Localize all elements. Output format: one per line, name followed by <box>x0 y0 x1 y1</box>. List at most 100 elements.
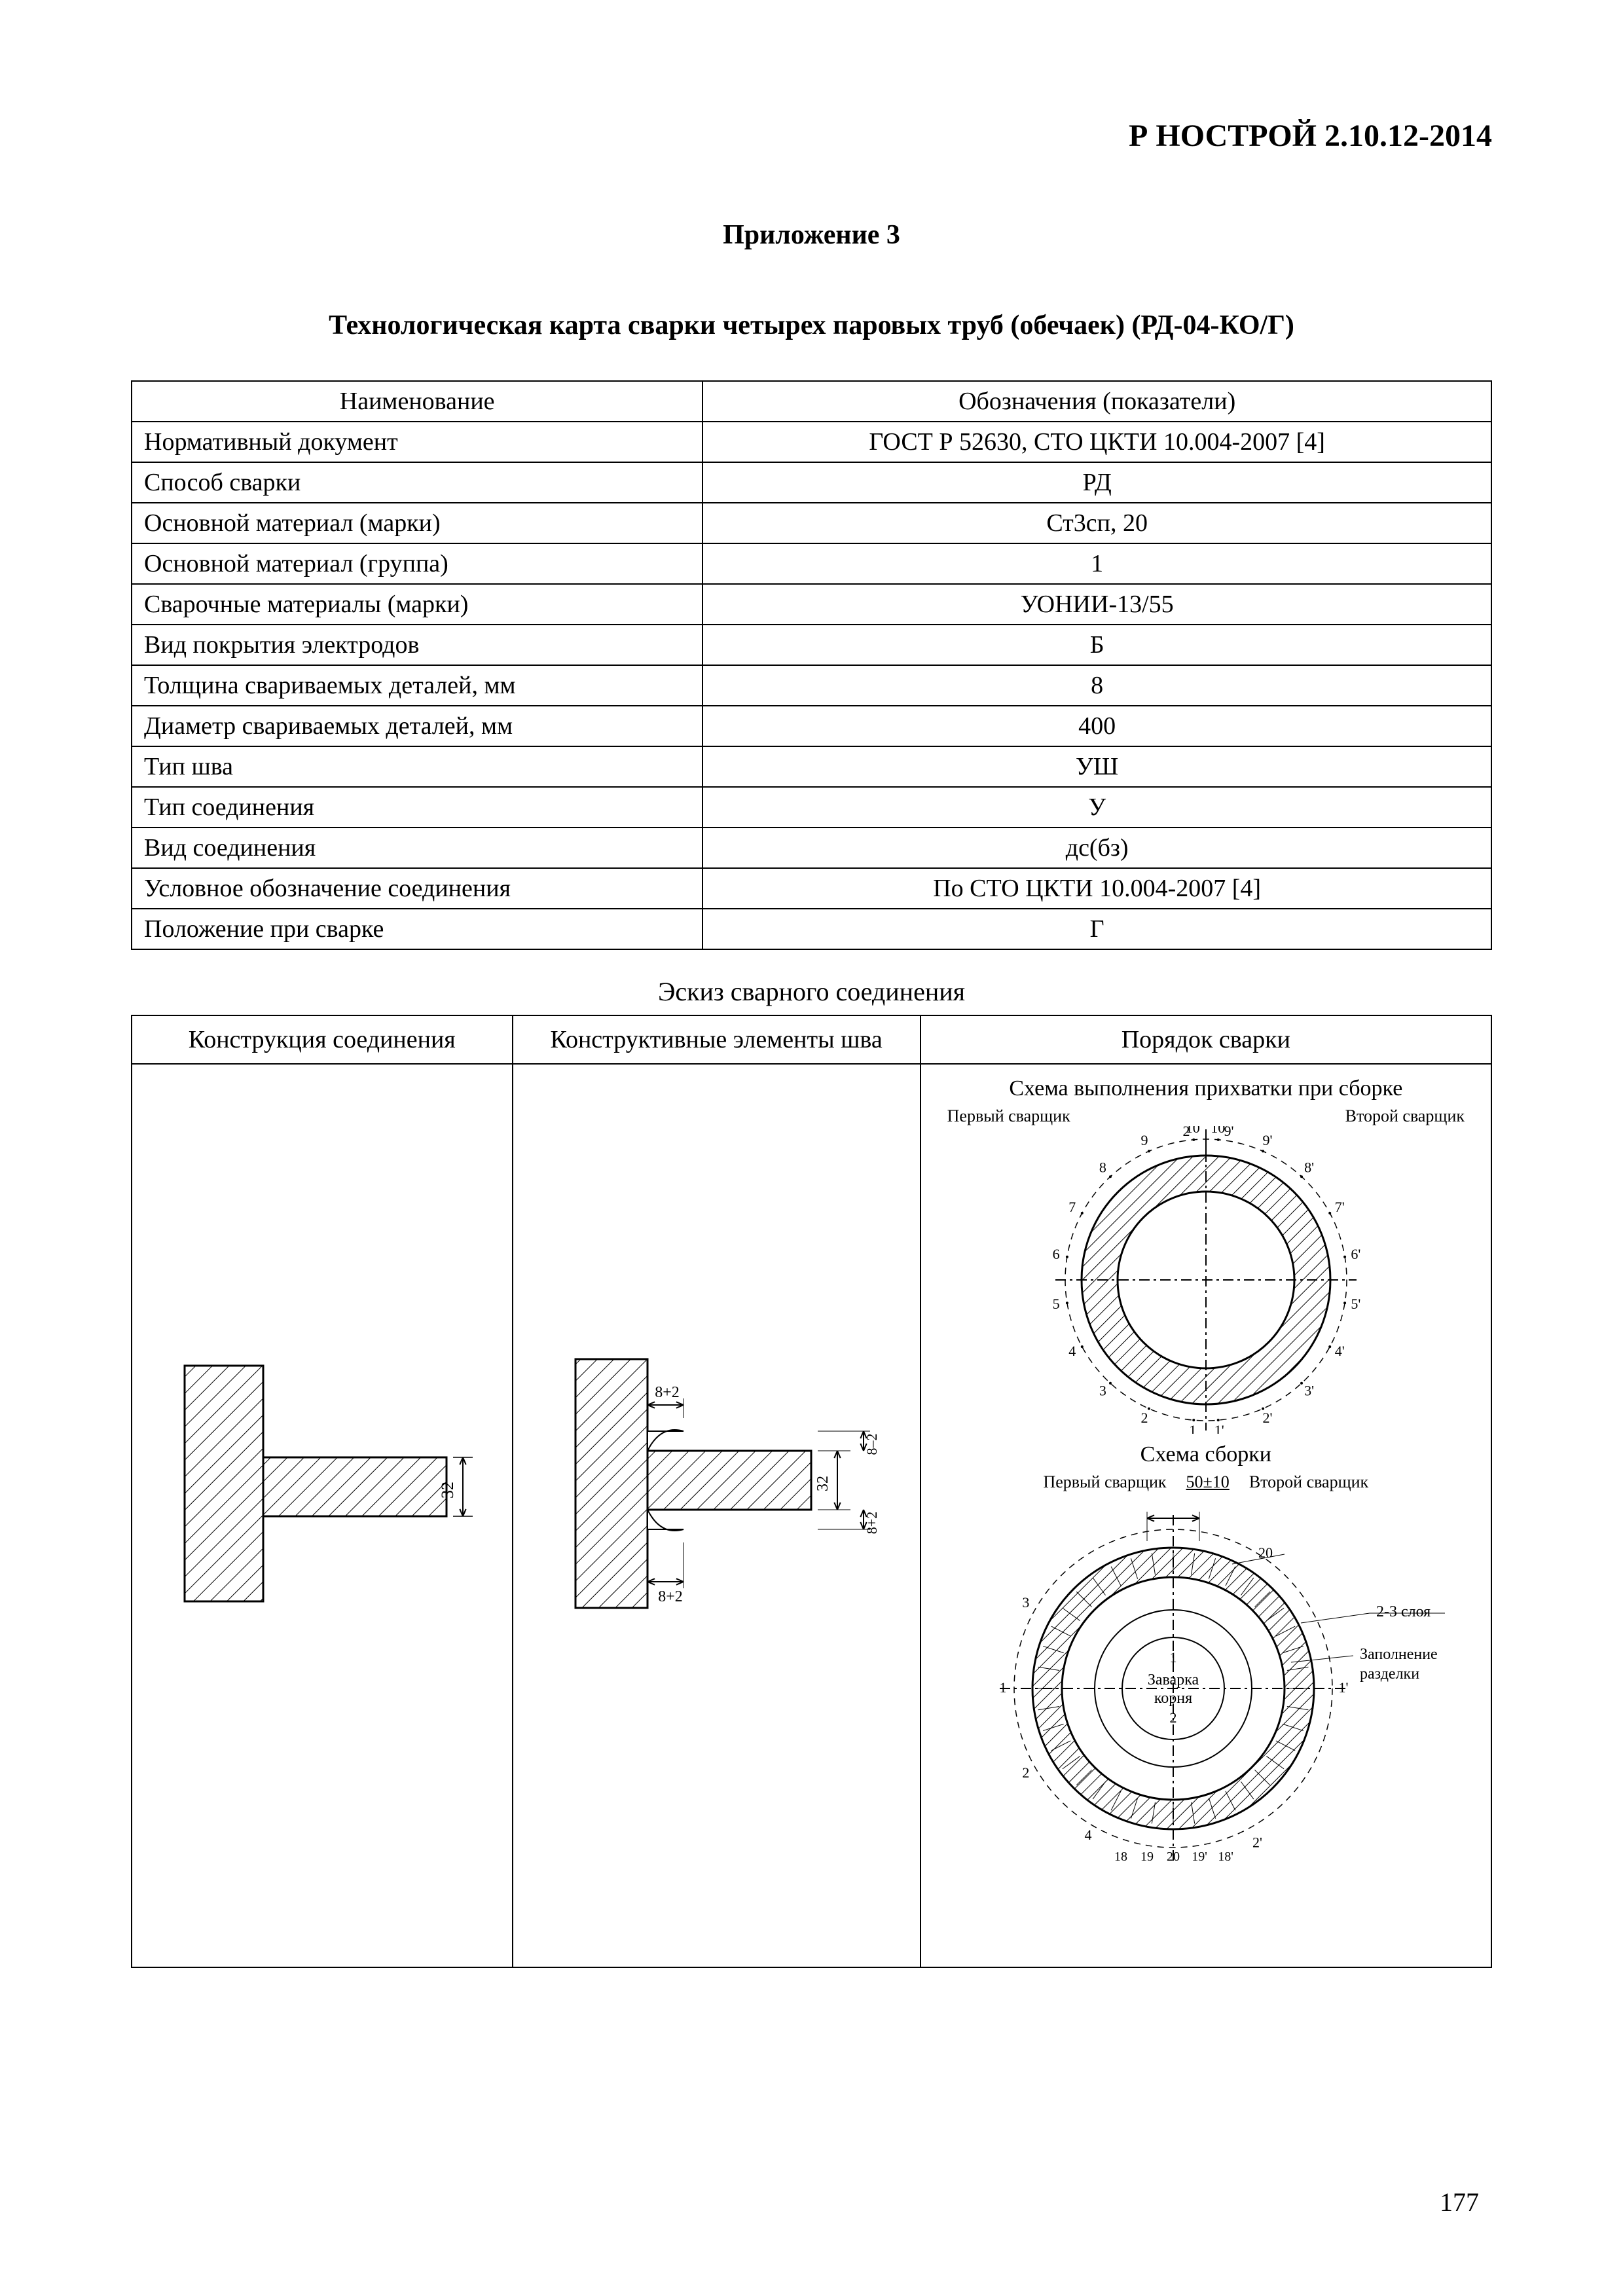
svg-text:8': 8' <box>1304 1159 1314 1176</box>
svg-text:8+2: 8+2 <box>864 1512 880 1534</box>
tack-left-welder: Первый сварщик <box>947 1106 1070 1126</box>
param-header-left: Наименование <box>132 381 702 422</box>
svg-text:3: 3 <box>1022 1594 1029 1611</box>
svg-text:9': 9' <box>1262 1132 1272 1148</box>
table-row: Способ сваркиРД <box>132 462 1491 503</box>
svg-text:9': 9' <box>1224 1126 1233 1139</box>
tack-title: Схема выполнения прихватки при сборке <box>928 1076 1484 1101</box>
sketch-header-1: Конструкция соединения <box>132 1015 513 1064</box>
svg-text:1': 1' <box>1214 1422 1224 1434</box>
table-row: Вид соединениядс(бз) <box>132 828 1491 868</box>
param-value: 8 <box>702 665 1491 706</box>
param-value: РД <box>702 462 1491 503</box>
param-label: Условное обозначение соединения <box>132 868 702 909</box>
svg-text:8+2: 8+2 <box>655 1384 680 1401</box>
svg-text:Заварка: Заварка <box>1148 1671 1199 1688</box>
tack-right-welder: Второй сварщик <box>1345 1106 1465 1126</box>
table-row: Положение при сваркеГ <box>132 909 1491 949</box>
svg-text:4: 4 <box>1084 1827 1091 1843</box>
joint-diagram: 32 <box>165 1346 479 1621</box>
param-value: ГОСТ Р 52630, СТО ЦКТИ 10.004-2007 [4] <box>702 422 1491 462</box>
weld-diagram: 8+2 8+2 8–2 32 8+2 <box>536 1320 896 1647</box>
svg-text:Заполнение: Заполнение <box>1360 1646 1438 1663</box>
weld-diagram-cell: 8+2 8+2 8–2 32 8+2 <box>513 1064 921 1967</box>
svg-text:2': 2' <box>1262 1410 1272 1426</box>
asm-left-welder: Первый сварщик <box>1043 1472 1166 1492</box>
svg-text:1: 1 <box>999 1679 1006 1696</box>
assembly-diagram: 202-3 слояЗаполнениеразделкиЗаваркакорня… <box>938 1492 1474 1878</box>
svg-text:6: 6 <box>1052 1246 1059 1262</box>
param-value: Б <box>702 625 1491 665</box>
svg-text:3: 3 <box>1099 1382 1106 1398</box>
param-label: Способ сварки <box>132 462 702 503</box>
svg-text:18: 18 <box>1114 1850 1127 1864</box>
joint-diagram-cell: 32 <box>132 1064 513 1967</box>
parameters-table: Наименование Обозначения (показатели) Но… <box>131 380 1492 950</box>
svg-text:8–2: 8–2 <box>864 1434 880 1455</box>
svg-text:19': 19' <box>1192 1850 1207 1864</box>
svg-text:6': 6' <box>1351 1246 1360 1262</box>
doc-code-header: Р НОСТРОЙ 2.10.12-2014 <box>131 118 1492 154</box>
table-row: Диаметр свариваемых деталей, мм400 <box>132 706 1491 746</box>
assembly-title: Схема сборки <box>928 1442 1484 1467</box>
svg-text:7': 7' <box>1335 1199 1345 1215</box>
svg-text:1: 1 <box>1189 1422 1196 1434</box>
tack-diagram: 123456789101'2'3'4'5'6'7'8'9'10'29' <box>951 1126 1461 1434</box>
param-value: УШ <box>702 746 1491 787</box>
svg-text:2: 2 <box>1140 1410 1148 1426</box>
table-row: Основной материал (марки)Ст3сп, 20 <box>132 503 1491 543</box>
param-label: Тип шва <box>132 746 702 787</box>
svg-text:8: 8 <box>1099 1159 1106 1176</box>
svg-text:5': 5' <box>1351 1296 1360 1312</box>
svg-text:3': 3' <box>1304 1382 1314 1398</box>
param-value: дс(бз) <box>702 828 1491 868</box>
param-value: По СТО ЦКТИ 10.004-2007 [4] <box>702 868 1491 909</box>
param-label: Толщина свариваемых деталей, мм <box>132 665 702 706</box>
sketch-header-3: Порядок сварки <box>921 1015 1491 1064</box>
param-label: Диаметр свариваемых деталей, мм <box>132 706 702 746</box>
appendix-title: Приложение 3 <box>131 219 1492 251</box>
svg-text:4': 4' <box>1335 1343 1345 1359</box>
sketch-table: Конструкция соединения Конструктивные эл… <box>131 1015 1492 1968</box>
table-row: Условное обозначение соединенияПо СТО ЦК… <box>132 868 1491 909</box>
svg-text:32: 32 <box>814 1476 831 1491</box>
param-value: 1 <box>702 543 1491 584</box>
svg-text:8+2: 8+2 <box>658 1588 683 1605</box>
svg-text:2: 2 <box>1169 1709 1176 1726</box>
param-value: УОНИИ-13/55 <box>702 584 1491 625</box>
svg-text:1: 1 <box>1169 1649 1176 1666</box>
table-row: Нормативный документГОСТ Р 52630, СТО ЦК… <box>132 422 1491 462</box>
svg-text:7: 7 <box>1068 1199 1076 1215</box>
param-label: Положение при сварке <box>132 909 702 949</box>
svg-text:2: 2 <box>1182 1126 1190 1139</box>
svg-text:20: 20 <box>1167 1850 1180 1864</box>
param-label: Вид покрытия электродов <box>132 625 702 665</box>
param-header-right: Обозначения (показатели) <box>702 381 1491 422</box>
svg-text:9: 9 <box>1140 1132 1148 1148</box>
param-value: У <box>702 787 1491 828</box>
svg-text:2: 2 <box>1022 1764 1029 1781</box>
svg-text:1': 1' <box>1338 1679 1348 1696</box>
asm-right-welder: Второй сварщик <box>1249 1472 1368 1492</box>
param-label: Основной материал (группа) <box>132 543 702 584</box>
svg-text:2': 2' <box>1252 1834 1262 1851</box>
svg-text:корня: корня <box>1154 1690 1192 1707</box>
svg-text:2-3 слоя: 2-3 слоя <box>1376 1603 1431 1620</box>
main-title: Технологическая карта сварки четырех пар… <box>131 310 1492 341</box>
param-label: Сварочные материалы (марки) <box>132 584 702 625</box>
table-row: Сварочные материалы (марки)УОНИИ-13/55 <box>132 584 1491 625</box>
param-value: Ст3сп, 20 <box>702 503 1491 543</box>
sketch-caption: Эскиз сварного соединения <box>131 976 1492 1007</box>
svg-text:19: 19 <box>1140 1850 1154 1864</box>
param-value: Г <box>702 909 1491 949</box>
sketch-header-2: Конструктивные элементы шва <box>513 1015 921 1064</box>
svg-text:32: 32 <box>438 1482 457 1499</box>
param-label: Вид соединения <box>132 828 702 868</box>
param-label: Тип соединения <box>132 787 702 828</box>
svg-text:18': 18' <box>1218 1850 1233 1864</box>
param-label: Нормативный документ <box>132 422 702 462</box>
page-number: 177 <box>1440 2187 1479 2217</box>
svg-text:4: 4 <box>1068 1343 1076 1359</box>
table-row: Основной материал (группа)1 <box>132 543 1491 584</box>
asm-dim-top: 50±10 <box>1186 1472 1230 1492</box>
